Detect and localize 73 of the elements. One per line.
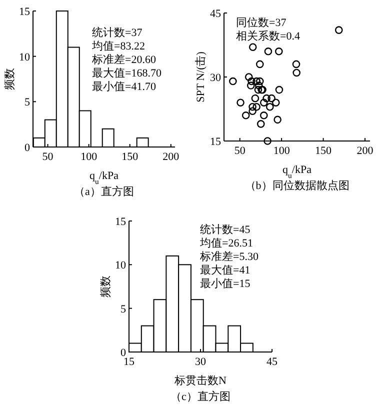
point — [266, 102, 274, 111]
point — [251, 94, 260, 102]
annotation: 均值=83.22 — [91, 40, 145, 52]
point — [254, 82, 263, 90]
x-tick-label: 45 — [266, 356, 278, 368]
point — [260, 98, 268, 106]
annotation: 统计数=45 — [200, 223, 251, 236]
point — [334, 26, 343, 34]
x-axis-title: q$_{u}$/kPa — [90, 170, 119, 186]
annotation: 标准差=20.60 — [91, 53, 156, 66]
x-tick-label: 200 — [356, 145, 374, 157]
point — [292, 68, 300, 77]
point — [268, 94, 276, 102]
point — [264, 137, 272, 145]
point — [248, 102, 256, 111]
y-tick-label: 10 — [19, 51, 30, 64]
point — [262, 94, 270, 102]
point — [275, 86, 284, 94]
x-tick-label: 100 — [273, 145, 290, 157]
y-tick-label: 15 — [19, 6, 30, 18]
point — [229, 77, 237, 86]
point — [252, 102, 260, 111]
point — [248, 107, 256, 116]
point — [274, 116, 282, 124]
point — [272, 98, 280, 106]
x-tick-label: 150 — [122, 151, 139, 163]
y-tick-label: 10 — [115, 260, 126, 272]
annotation: 最大值=168.70 — [92, 66, 162, 80]
point — [242, 112, 250, 120]
text: （c）直方图 — [170, 390, 230, 403]
point — [292, 60, 300, 68]
x-axis-title: 标贯击数N — [174, 374, 227, 387]
annotation: 最小值=41.70 — [92, 80, 156, 93]
y-tick-label: 0 — [24, 142, 30, 154]
text: （a）直方图 — [74, 185, 134, 198]
y-tick-label: 15 — [115, 216, 126, 228]
x-tick-label: 200 — [162, 151, 180, 163]
y-tick-label: 0 — [120, 347, 126, 359]
annotation: 统计数=37 — [92, 26, 143, 39]
annotation: 同位数=37 — [236, 17, 287, 29]
point — [244, 73, 253, 81]
annotation: 最大值=41 — [200, 264, 250, 276]
y-axis-title: 频数 — [4, 68, 16, 90]
y-tick-label: 5 — [24, 96, 30, 109]
y-tick-label: 15 — [210, 136, 222, 148]
annotation: 标准差=5.30 — [199, 250, 259, 263]
x-axis-title: q$_{u}$/kPa — [282, 164, 312, 180]
point — [248, 43, 257, 52]
x-tick-label: 100 — [80, 151, 98, 163]
point — [260, 112, 268, 120]
x-tick-label: 30 — [195, 356, 206, 368]
point — [256, 120, 265, 128]
point — [274, 48, 283, 56]
annotation: 相关系数=0.4 — [236, 30, 300, 42]
point — [252, 77, 260, 86]
y-tick-label: 5 — [120, 303, 126, 316]
point — [254, 86, 262, 94]
point — [264, 48, 272, 56]
point — [248, 77, 256, 86]
point — [256, 60, 264, 68]
y-tick-label: 45 — [210, 8, 222, 20]
annotation: 均值=26.51 — [199, 238, 253, 250]
point — [246, 82, 255, 90]
y-axis-title: 频数 — [100, 276, 112, 298]
point — [256, 77, 264, 86]
y-axis-title: SPT N/(击) — [194, 51, 207, 102]
x-tick-label: 50 — [234, 145, 246, 157]
text: （b）同位数据散点图 — [244, 179, 350, 192]
x-tick-label: 50 — [42, 151, 54, 163]
y-tick-label: 30 — [210, 72, 222, 84]
x-tick-label: 150 — [315, 145, 332, 157]
point — [236, 98, 244, 106]
annotation: 最小值=15 — [200, 277, 251, 290]
